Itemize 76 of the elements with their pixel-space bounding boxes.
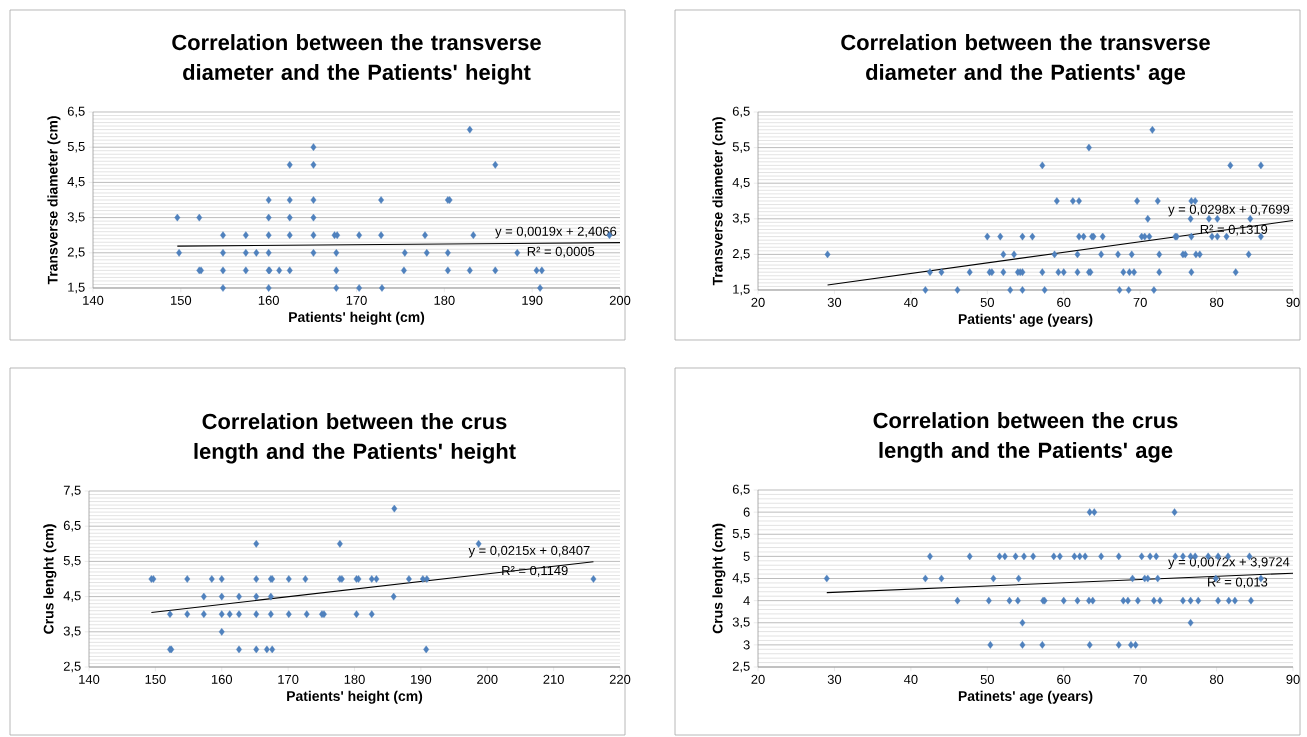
x-axis-title: Patients' height (cm) — [287, 690, 423, 704]
x-tick-label: 170 — [278, 674, 299, 684]
y-tick-label: 4,5 — [67, 177, 85, 188]
x-tick-label: 60 — [1057, 674, 1071, 684]
y-tick-label: 3,5 — [732, 617, 750, 629]
y-tick-label: 1,5 — [68, 282, 85, 294]
x-tick-label: 140 — [83, 295, 104, 305]
y-axis-title: Crus lenght (cm) — [43, 524, 57, 634]
y-tick-label: 5,5 — [63, 556, 81, 567]
x-tick-label: 50 — [980, 674, 994, 684]
y-axis-title: Transverse diameter (cm) — [712, 117, 726, 286]
y-tick-label: 5 — [743, 551, 750, 561]
x-tick-label: 200 — [477, 674, 498, 684]
x-tick-label: 190 — [411, 674, 432, 684]
annotation: y = 0,0298x + 0,7699 — [1168, 204, 1290, 217]
x-axis-title: Patients' age (years) — [958, 313, 1093, 327]
y-tick-label: 3,5 — [63, 626, 81, 638]
chart-title: Correlation between the crus length and the Patients' age — [873, 412, 1178, 463]
annotation: y = 0,0072x + 3,9724 — [1168, 557, 1290, 569]
y-tick-label: 5,5 — [67, 141, 85, 153]
x-tick-label: 200 — [609, 295, 631, 305]
y-tick-label: 6 — [743, 507, 750, 517]
x-tick-label: 70 — [1133, 674, 1147, 684]
x-tick-label: 40 — [903, 297, 918, 307]
x-tick-label: 190 — [522, 295, 543, 305]
y-tick-label: 4 — [743, 596, 750, 606]
x-tick-label: 180 — [344, 674, 365, 684]
x-tick-label: 150 — [171, 295, 192, 305]
annotation: R² = 0,0005 — [527, 246, 595, 258]
y-tick-label: 2,5 — [732, 661, 750, 673]
y-tick-label: 4,5 — [732, 177, 750, 189]
x-tick-label: 90 — [1286, 674, 1300, 684]
x-tick-label: 70 — [1133, 297, 1147, 307]
x-tick-label: 140 — [79, 674, 100, 684]
y-tick-label: 2,5 — [732, 249, 750, 260]
y-tick-label: 4,5 — [732, 573, 750, 584]
x-tick-label: 160 — [258, 295, 279, 305]
x-tick-label: 210 — [543, 674, 564, 684]
x-tick-label: 60 — [1057, 297, 1071, 307]
x-axis-title: Patinets' age (years) — [958, 690, 1093, 704]
x-axis-title: Patients' height (cm) — [289, 311, 425, 325]
y-tick-label: 5,5 — [732, 142, 750, 153]
y-tick-label: 2,5 — [67, 247, 85, 259]
annotation: y = 0,0019x + 2,4066 — [495, 226, 617, 239]
x-tick-label: 220 — [609, 674, 631, 684]
x-tick-label: 160 — [211, 674, 233, 684]
x-tick-label: 90 — [1286, 297, 1300, 307]
y-tick-label: 6,5 — [67, 106, 85, 118]
x-tick-label: 50 — [980, 297, 994, 307]
y-tick-label: 4,5 — [63, 591, 81, 602]
x-tick-label: 30 — [827, 674, 842, 684]
annotation: y = 0,0215x + 0,8407 — [468, 545, 590, 558]
x-tick-label: 180 — [434, 295, 455, 305]
y-tick-label: 6,5 — [63, 520, 81, 532]
x-tick-label: 170 — [346, 295, 367, 305]
chart-title: Correlation between the transverse diameter and the Patients' height — [172, 34, 541, 85]
y-tick-label: 3,5 — [732, 213, 750, 225]
y-tick-label: 3,5 — [67, 212, 85, 223]
chart-title: Correlation between the transverse diameter and the Patients' age — [841, 34, 1210, 85]
x-tick-label: 80 — [1209, 674, 1224, 684]
x-tick-label: 150 — [145, 674, 166, 684]
x-tick-label: 20 — [751, 297, 765, 307]
x-tick-label: 40 — [903, 674, 918, 684]
y-tick-label: 7,5 — [63, 485, 81, 497]
y-tick-label: 6,5 — [732, 484, 750, 496]
y-tick-label: 2,5 — [63, 661, 81, 673]
x-tick-label: 20 — [751, 674, 765, 684]
x-tick-label: 30 — [827, 297, 842, 307]
y-tick-label: 6,5 — [732, 106, 750, 118]
y-tick-label: 1,5 — [733, 284, 750, 296]
chart-title: Correlation between the crus length and the Patients' height — [194, 413, 516, 464]
y-tick-label: 3 — [743, 640, 750, 650]
y-axis-title: Crus lenght (cm) — [712, 523, 726, 634]
y-axis-title: Transverse diameter (cm) — [47, 116, 61, 285]
x-tick-label: 80 — [1209, 297, 1224, 307]
y-tick-label: 5,5 — [732, 528, 750, 540]
